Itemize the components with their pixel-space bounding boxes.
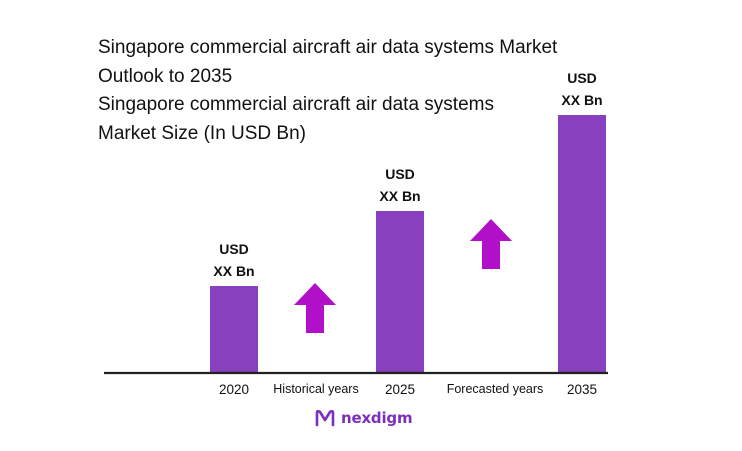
chart-subtitle: Singapore commercial aircraft air data s… (98, 94, 494, 144)
bar-2025 (376, 211, 424, 373)
value-label-amount: XX Bn (213, 263, 254, 279)
bar-2020 (210, 286, 258, 373)
value-label-amount: XX Bn (379, 188, 420, 204)
x-tick-label-2035: 2035 (567, 382, 597, 397)
nexdigm-logo-icon (315, 409, 335, 427)
bars (210, 115, 606, 373)
bar-2035 (558, 115, 606, 373)
up-arrow-icon (294, 283, 336, 333)
value-label-amount: XX Bn (561, 92, 602, 108)
brand-name: nexdigm (341, 409, 413, 427)
value-label-currency: USD (567, 70, 597, 86)
x-tick-label-2020: 2020 (219, 382, 249, 397)
value-label-currency: USD (219, 241, 249, 257)
growth-arrows (294, 219, 512, 333)
chart-title: Singapore commercial aircraft air data s… (98, 37, 558, 87)
value-label-currency: USD (385, 166, 415, 182)
x-tick-label-2025: 2025 (385, 382, 415, 397)
labels: USD XX Bn 2020 USD XX Bn 2025 USD XX Bn 2035 Hist… (213, 70, 602, 397)
period-label: Forecasted years (447, 382, 544, 396)
period-label: Historical years (273, 382, 358, 396)
brand-logo: nexdigm (314, 406, 413, 430)
up-arrow-icon (470, 219, 512, 269)
